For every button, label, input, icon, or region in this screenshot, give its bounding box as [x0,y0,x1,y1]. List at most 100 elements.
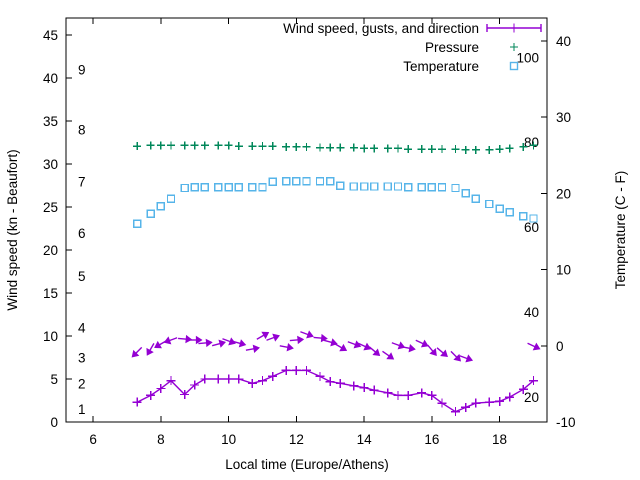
wind-direction-arrow [368,346,381,357]
y-tick-label: 10 [43,329,58,344]
pressure-point [471,145,480,154]
wind-direction-arrow [266,333,280,342]
temperature-point [349,182,359,191]
pressure-point [393,144,402,153]
y-axis-title: Wind speed (kn - Beaufort) [5,149,20,310]
plot-border [65,17,548,423]
wind-speed-point [451,407,461,417]
wind-speed-point [200,374,210,384]
series-pressure [133,141,538,154]
wind-speed-point [484,397,494,407]
temperature-point [268,177,277,187]
pressure-point [214,141,223,150]
fahrenheit-label: 20 [524,390,539,405]
temperature-point [427,183,437,192]
wind-speed-point [132,397,142,407]
wind-direction-arrow [146,343,155,356]
wind-direction-arrow [450,350,462,362]
y-tick-label: 30 [43,157,58,172]
pressure-point [349,143,358,152]
y2-axis-title: Temperature (C - F) [613,171,628,290]
wind-speed-point [166,376,176,386]
legend-marker-temperature [509,61,519,71]
temperature-point [370,182,379,191]
beaufort-label: 7 [78,174,86,189]
wind-speed-point [302,365,311,375]
beaufort-label: 2 [78,376,86,391]
wind-speed-point [349,381,359,391]
pressure-point [248,142,257,151]
pressure-point [258,142,267,151]
beaufort-label: 5 [78,269,86,284]
temperature-point [383,182,392,191]
x-tick-label: 16 [424,432,439,447]
x-tick-label: 8 [157,432,165,447]
pressure-point [336,143,345,152]
series-temperature [132,176,538,229]
temperature-point [166,194,176,203]
legend-marker-wind-plus [509,23,519,33]
pressure-point [505,144,514,153]
beaufort-label: 4 [78,320,86,335]
temperature-point [292,176,301,186]
y-tick-label: 0 [50,415,58,430]
beaufort-scale-labels: 1 2 3 4 5 6 7 8 9 [78,63,86,418]
temperature-point [132,219,142,229]
wind-direction-arrows [131,330,541,363]
wind-speed-point [213,374,223,384]
pressure-point [156,141,165,150]
pressure-point [529,141,538,150]
pressure-point [146,141,155,150]
wind-direction-arrow [131,346,143,358]
y-tick-label: 20 [43,243,58,258]
pressure-point [437,145,446,154]
pressure-point [417,145,426,154]
wind-speed-point [156,383,166,393]
pressure-point [180,141,189,150]
chart-legend: Wind speed, gusts, and direction Pressure… [283,21,542,74]
x-tick-label: 18 [492,432,507,447]
wind-direction-arrow [300,330,314,339]
y-axis-ticks: 0 5 10 15 20 25 30 35 40 45 [43,28,72,430]
temperature-point [519,211,528,221]
wind-speed-point [417,388,427,398]
x-tick-label: 10 [221,432,236,447]
legend-label-1: Pressure [425,40,479,55]
beaufort-label: 6 [78,226,86,241]
wind-direction-arrow [163,336,178,345]
wind-speed-point [281,365,291,375]
wind-direction-arrow [256,331,270,340]
temperature-point [214,183,223,192]
wind-speed-point [224,374,234,384]
temperature-point [248,183,257,192]
pressure-point [370,144,379,153]
pressure-point [234,142,243,151]
temperature-point [190,183,199,192]
wind-speed-point [393,390,403,400]
y-tick-label: 15 [43,286,58,301]
temperature-point [326,176,335,186]
wind-speed-point [461,402,471,412]
temperature-point [403,183,413,192]
wind-direction-arrow [198,338,213,348]
x-tick-label: 14 [357,432,373,447]
wind-direction-arrow [334,343,348,352]
pressure-point [190,141,199,150]
wind-speed-point [247,378,257,388]
y-tick-label: 40 [43,71,58,86]
wind-speed-point [325,377,335,387]
pressure-point [485,145,494,154]
temperature-point [315,176,325,186]
wind-direction-arrow [245,344,260,353]
wind-direction-arrow [289,335,305,345]
temperature-point [281,176,291,186]
fahrenheit-label: 40 [524,305,539,320]
temperature-point [302,176,311,186]
pressure-point [302,142,311,151]
y2-tick-label: 20 [556,186,571,201]
fahrenheit-label: 60 [524,220,539,235]
pressure-point [360,144,369,153]
wind-direction-arrow [436,347,448,358]
temperature-point [451,183,460,193]
